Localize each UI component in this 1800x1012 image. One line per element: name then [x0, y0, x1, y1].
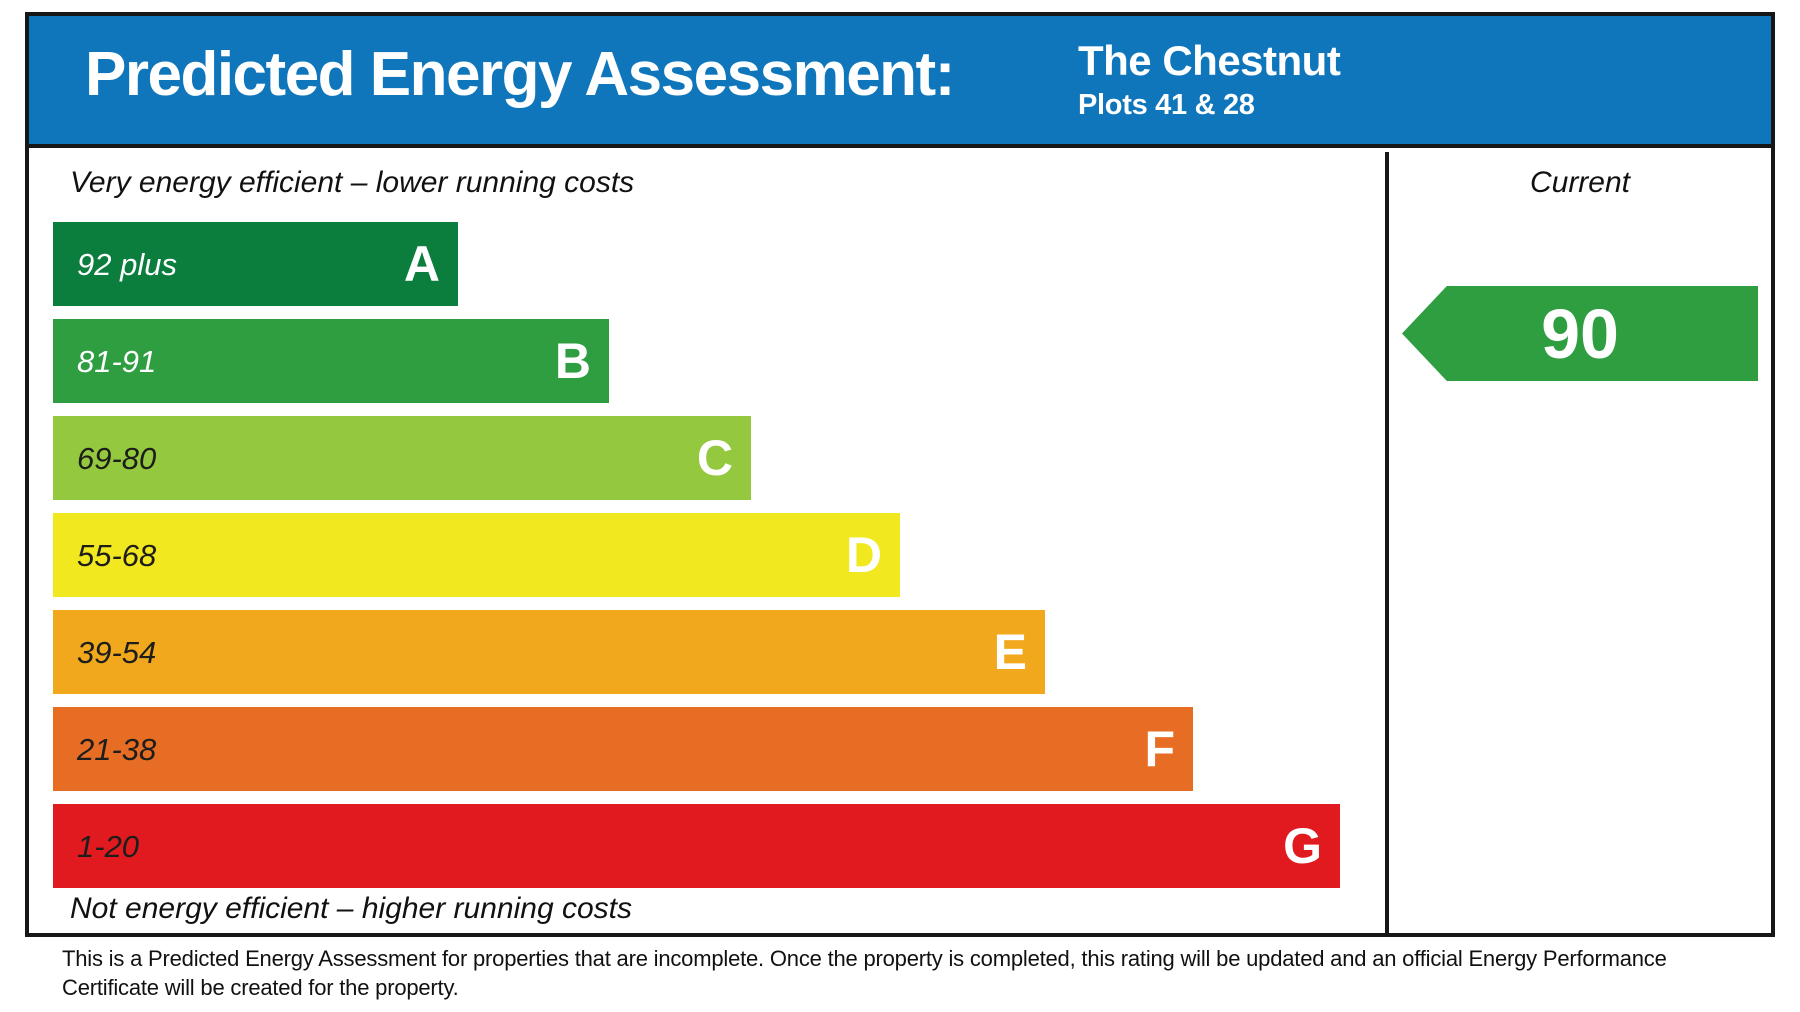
- band-letter: C: [696, 430, 733, 486]
- band-range-label: 69-80: [77, 440, 157, 476]
- band-range-label: 55-68: [77, 537, 157, 573]
- header-banner: Predicted Energy Assessment: The Chestnu…: [29, 16, 1771, 148]
- band-row-d: 55-68 D: [53, 513, 900, 597]
- current-column-header: Current: [1529, 166, 1631, 199]
- current-column-divider: [1385, 152, 1389, 933]
- band-letter: F: [1144, 721, 1175, 777]
- page-title: Predicted Energy Assessment:: [85, 40, 955, 109]
- current-rating-value: 90: [1541, 294, 1619, 373]
- band-row-f: 21-38 F: [53, 707, 1193, 791]
- band-range-label: 81-91: [77, 343, 157, 379]
- band-letter: G: [1283, 818, 1322, 874]
- band-row-g: 1-20 G: [53, 804, 1340, 888]
- rating-chart-area: Very energy efficient – lower running co…: [29, 152, 1771, 933]
- band-letter: D: [845, 527, 882, 583]
- footer-disclaimer: This is a Predicted Energy Assessment fo…: [62, 946, 1667, 1000]
- band-row-e: 39-54 E: [53, 610, 1045, 694]
- property-block: The Chestnut Plots 41 & 28: [1078, 37, 1341, 121]
- band-letter: B: [554, 333, 591, 389]
- band-row-a: 92 plus A: [53, 222, 458, 306]
- band-letter: E: [993, 624, 1027, 680]
- top-efficiency-label: Very energy efficient – lower running co…: [70, 166, 635, 199]
- band-range-label: 92 plus: [77, 246, 177, 282]
- property-plots: Plots 41 & 28: [1078, 89, 1255, 121]
- band-letter: A: [403, 236, 440, 292]
- epc-chart-box: Predicted Energy Assessment: The Chestnu…: [25, 12, 1775, 937]
- bottom-efficiency-label: Not energy efficient – higher running co…: [70, 892, 632, 925]
- band-range-label: 21-38: [77, 731, 157, 767]
- band-row-c: 69-80 C: [53, 416, 751, 500]
- rating-bands: 92 plus A 81-91 B 69-80 C 55-68 D 39-54 E 21-38 F 1-…: [29, 152, 1771, 933]
- band-range-label: 39-54: [77, 634, 157, 670]
- band-row-b: 81-91 B: [53, 319, 609, 403]
- current-rating-arrow: 90: [1402, 286, 1758, 381]
- band-range-label: 1-20: [77, 828, 140, 864]
- property-name: The Chestnut: [1078, 37, 1341, 84]
